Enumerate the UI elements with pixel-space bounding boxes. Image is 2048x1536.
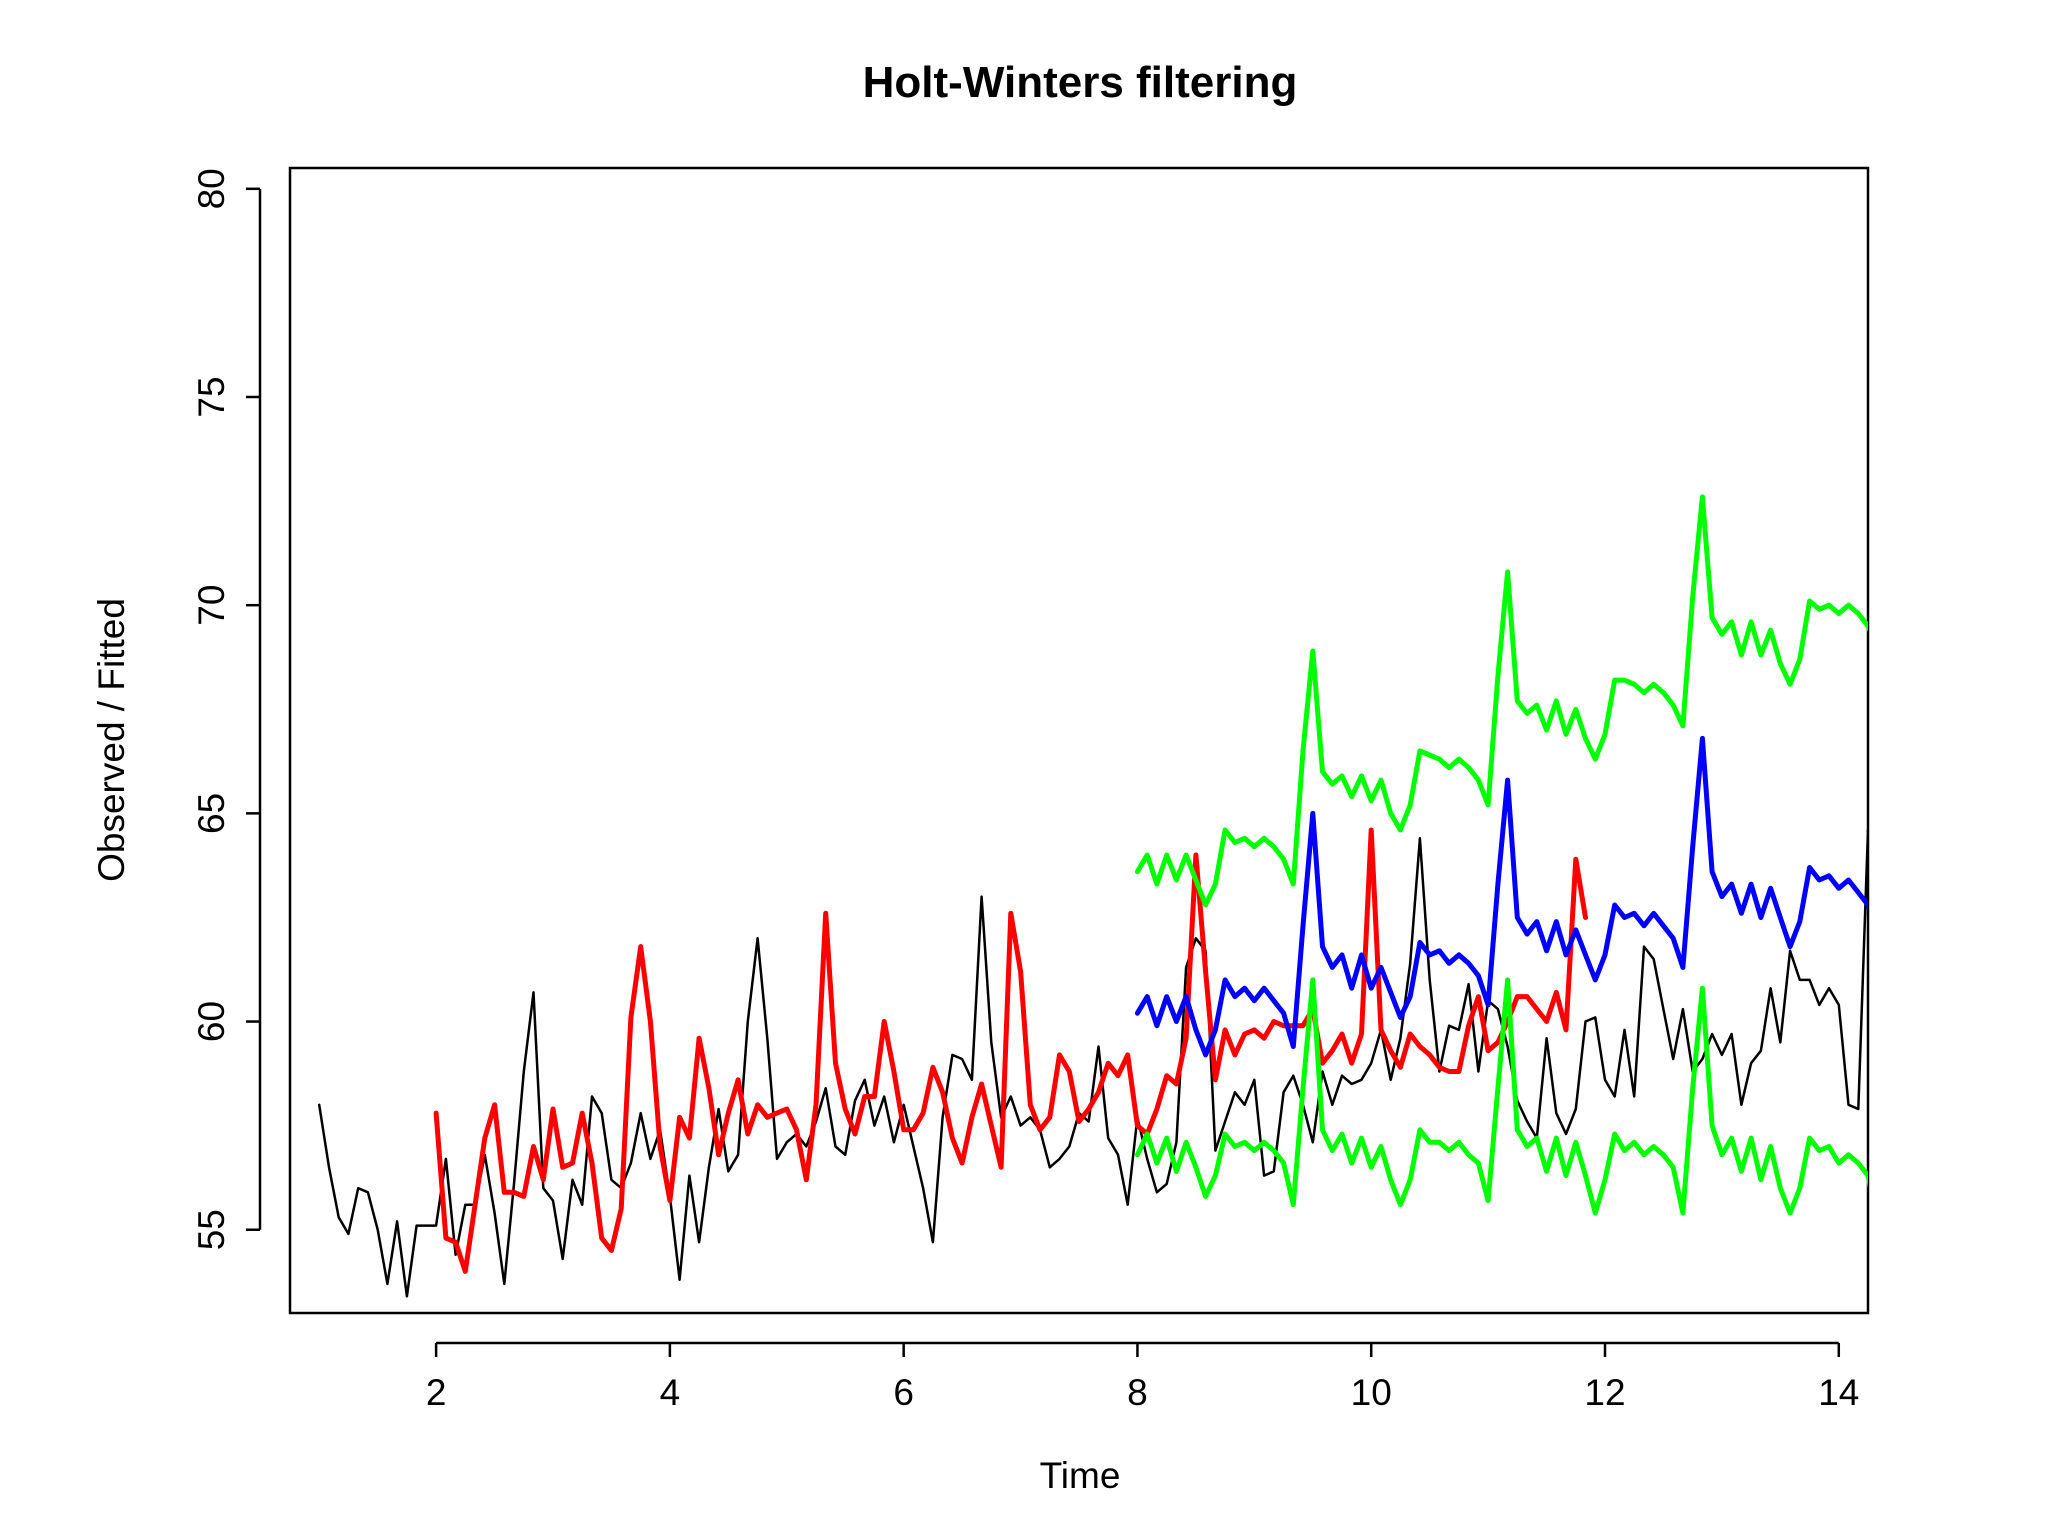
y-tick-label: 55 [191,1209,232,1250]
y-tick-label: 65 [191,793,232,834]
chart-title: Holt-Winters filtering [863,58,1298,107]
y-tick-label: 75 [191,376,232,417]
observed-line [317,828,1868,1298]
y-tick-label: 60 [191,1001,232,1042]
x-axis-label: Time [1040,1455,1121,1496]
x-tick-label: 8 [1127,1372,1148,1413]
x-tick-label: 10 [1351,1372,1392,1413]
y-tick-label: 70 [191,585,232,626]
x-tick-label: 2 [426,1372,447,1413]
series-layer [317,494,1868,1298]
x-tick-label: 14 [1818,1372,1859,1413]
x-tick-label: 12 [1584,1372,1625,1413]
lower-bound-line [1134,977,1868,1216]
plot-frame [288,166,1870,1315]
upper-bound-line [1134,494,1868,908]
y-tick-label: 80 [191,168,232,209]
axes: 2 4 6 8 10 12 14 55 60 65 70 75 80 [191,168,1859,1413]
y-axis-label: Observed / Fitted [91,598,132,882]
prediction-line [1134,735,1868,1058]
x-tick-label: 4 [660,1372,681,1413]
x-tick-label: 6 [893,1372,914,1413]
fitted-line [433,827,1588,1274]
